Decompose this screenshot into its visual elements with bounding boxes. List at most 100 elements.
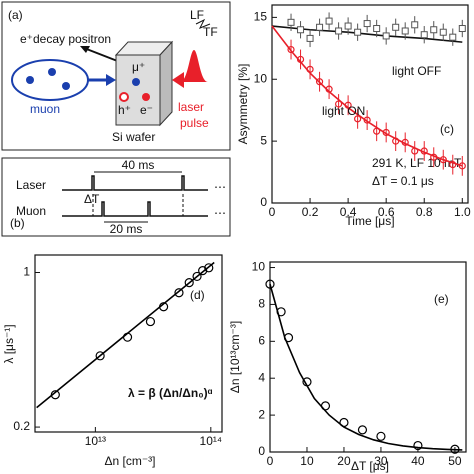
diagram-text: h⁺ xyxy=(118,103,131,117)
diagram-text: ⋯ xyxy=(214,180,226,194)
y-axis-label: Asymmetry [%] xyxy=(236,64,250,145)
diagram-text: Si wafer xyxy=(112,130,155,144)
marker xyxy=(95,351,105,361)
panel-label: (e) xyxy=(434,292,449,306)
marker xyxy=(439,156,447,164)
marker xyxy=(382,128,390,137)
x-tick-label: 30 xyxy=(374,454,388,468)
y-tick-label: 5 xyxy=(260,133,267,147)
diagram-text: 20 ms xyxy=(110,222,143,236)
laser-pulse xyxy=(180,50,208,82)
marker xyxy=(420,147,428,155)
series-label: light OFF xyxy=(392,64,441,78)
marker xyxy=(287,18,295,26)
y-tick-label: 10 xyxy=(252,260,266,274)
marker xyxy=(354,115,362,123)
panel-frame xyxy=(1,157,231,237)
panel-label: (b) xyxy=(10,216,25,230)
wafer-side xyxy=(159,40,173,127)
marker xyxy=(354,28,362,36)
marker xyxy=(306,34,314,42)
marker xyxy=(420,31,428,39)
marker xyxy=(449,161,457,169)
diagram-text: ⋯ xyxy=(214,206,226,220)
marker xyxy=(204,263,214,273)
fit-line xyxy=(269,283,463,451)
marker xyxy=(339,417,349,428)
y-axis-label: Δn [10¹³cm⁻³] xyxy=(228,321,242,393)
marker xyxy=(401,27,409,35)
diagram-text: μ⁺ xyxy=(132,60,145,74)
muon-dot xyxy=(26,76,34,84)
x-axis-label: ΔT [μs] xyxy=(351,459,389,473)
marker xyxy=(392,23,400,31)
marker xyxy=(373,25,381,33)
electron xyxy=(142,93,150,101)
x-axis-label: Δn [cm⁻³] xyxy=(104,454,155,468)
marker xyxy=(174,288,184,298)
diagram-text: LF xyxy=(190,8,204,22)
panel-frame xyxy=(1,1,231,151)
marker xyxy=(344,101,352,109)
marker xyxy=(287,45,295,54)
fit-line xyxy=(36,261,215,409)
annotation: λ = β (Δn/Δn₀)ᵅ xyxy=(128,386,213,400)
marker xyxy=(439,28,447,36)
marker xyxy=(344,22,352,30)
marker xyxy=(449,33,457,41)
marker xyxy=(376,431,386,441)
annotation: 291 K, LF 10 mT xyxy=(372,156,462,170)
marker xyxy=(265,279,275,289)
x-tick-label: 10¹³ xyxy=(85,434,106,448)
annotation: ΔT = 0.1 μs xyxy=(372,174,434,188)
marker xyxy=(184,278,194,288)
y-tick-label: 2 xyxy=(258,407,265,421)
diagram-text: pulse xyxy=(180,116,209,130)
wafer-front xyxy=(115,54,161,126)
x-tick-label: 0 xyxy=(269,205,276,219)
marker xyxy=(198,266,208,276)
x-tick-label: 0 xyxy=(267,454,274,468)
y-tick-label: 0 xyxy=(260,195,267,209)
marker xyxy=(325,85,333,93)
hole xyxy=(119,92,129,102)
x-tick-label: 1.0 xyxy=(454,205,471,219)
x-tick-label: 50 xyxy=(448,454,462,468)
x-tick-label: 20 xyxy=(337,454,351,468)
marker xyxy=(316,23,324,31)
marker xyxy=(315,78,324,86)
marker xyxy=(320,401,331,411)
marker xyxy=(430,153,438,161)
marker xyxy=(306,65,314,73)
arrow-head xyxy=(106,74,116,86)
y-tick-label: 8 xyxy=(258,297,265,311)
x-tick-label: 0.6 xyxy=(378,205,395,219)
plot-frame xyxy=(269,261,467,453)
marker xyxy=(401,138,409,146)
marker xyxy=(382,32,390,40)
muon-timing xyxy=(62,201,208,217)
marker xyxy=(392,137,400,145)
diagram-text: Laser xyxy=(16,178,46,192)
y-tick-label: 6 xyxy=(258,333,265,347)
series-label: light ON xyxy=(322,104,365,118)
muon-dot xyxy=(62,82,70,90)
marker xyxy=(192,271,202,282)
plot-frame xyxy=(34,254,223,433)
marker xyxy=(411,147,419,155)
diagram-text: 40 ms xyxy=(122,158,155,172)
marker xyxy=(357,425,368,435)
marker xyxy=(122,332,133,342)
marker xyxy=(325,17,333,25)
marker xyxy=(302,377,312,387)
marker xyxy=(458,25,466,33)
laser-timing xyxy=(62,175,208,191)
marker xyxy=(363,116,371,124)
marker xyxy=(450,444,460,454)
marker xyxy=(276,307,286,317)
y-tick-label: 1 xyxy=(23,265,30,279)
marker xyxy=(159,302,169,312)
panel-label: (c) xyxy=(440,122,454,136)
diagram-text: e⁺decay positron xyxy=(20,32,111,46)
marker xyxy=(458,162,466,170)
